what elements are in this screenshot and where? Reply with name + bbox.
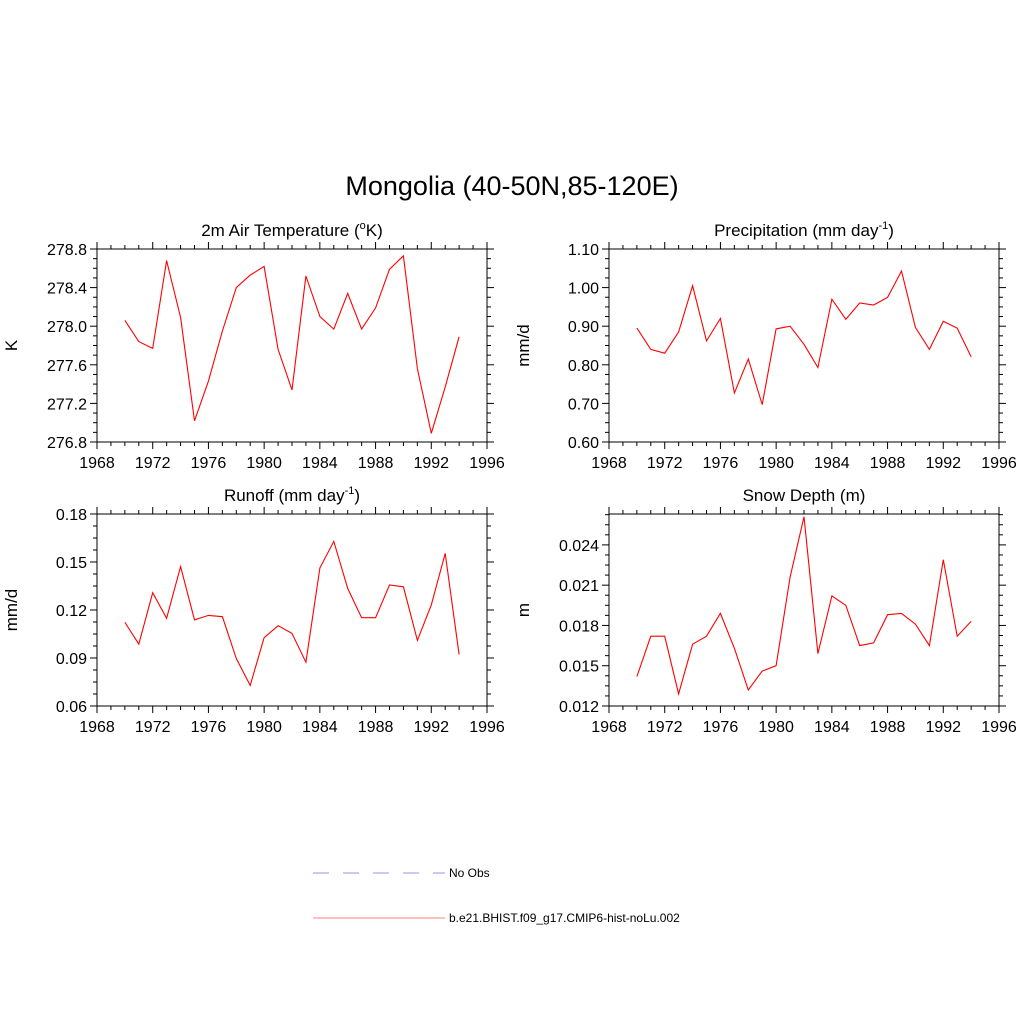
x-tick-label-runoff: 1996 — [469, 719, 505, 736]
y-tick-label-precip: 1.00 — [568, 281, 599, 298]
x-tick-label-precip: 1996 — [981, 455, 1017, 472]
x-tick-label-runoff: 1976 — [191, 719, 227, 736]
y-tick-label-snow: 0.024 — [559, 538, 599, 555]
panel-temp: 2m Air Temperature (oK) 1968 1972 1976 1980 1… — [2, 220, 505, 472]
y-tick-label-temp: 278.8 — [47, 242, 87, 259]
x-tick-label-runoff: 1992 — [413, 719, 449, 736]
y-tick-label-runoff: 0.15 — [56, 555, 87, 572]
y-tick-label-temp: 278.0 — [47, 319, 87, 336]
y-tick-label-snow: 0.018 — [559, 618, 599, 635]
y-tick-label-precip: 0.70 — [568, 396, 599, 413]
y-tick-label-precip: 1.10 — [568, 242, 599, 259]
x-tick-label-runoff: 1968 — [79, 719, 115, 736]
plot-frame-runoff — [96, 513, 488, 707]
y-tick-label-temp: 277.2 — [47, 396, 87, 413]
x-tick-label-snow: 1992 — [925, 719, 961, 736]
x-tick-label-precip: 1976 — [703, 455, 739, 472]
y-tick-label-snow: 0.021 — [559, 578, 599, 595]
y-tick-label-temp: 276.8 — [47, 435, 87, 452]
x-tick-label-snow: 1988 — [870, 719, 906, 736]
y-tick-label-runoff: 0.18 — [56, 507, 87, 524]
y-tick-label-temp: 278.4 — [47, 281, 87, 298]
x-tick-label-temp: 1968 — [79, 455, 115, 472]
x-tick-label-precip: 1980 — [758, 455, 794, 472]
x-tick-label-snow: 1996 — [981, 719, 1017, 736]
y-axis-label-runoff: mm/d — [2, 589, 21, 632]
panel-title-precip: Precipitation (mm day-1) — [714, 220, 894, 240]
y-tick-label-precip: 0.60 — [568, 435, 599, 452]
panel-title-snow: Snow Depth (m) — [743, 486, 866, 505]
series-line-snow — [636, 516, 972, 697]
x-tick-label-temp: 1980 — [246, 455, 282, 472]
series-line-temp — [124, 254, 460, 434]
panel-title-temp: 2m Air Temperature (oK) — [201, 220, 383, 240]
y-tick-label-precip: 0.90 — [568, 319, 599, 336]
x-tick-label-precip: 1988 — [870, 455, 906, 472]
y-tick-label-temp: 277.6 — [47, 358, 87, 375]
panel-title-runoff: Runoff (mm day-1) — [224, 485, 360, 505]
y-axis-label-temp: K — [2, 339, 21, 351]
x-tick-label-precip: 1968 — [591, 455, 627, 472]
x-tick-label-snow: 1980 — [758, 719, 794, 736]
series-line-precip — [636, 269, 972, 405]
x-tick-label-temp: 1988 — [358, 455, 394, 472]
x-tick-label-runoff: 1984 — [302, 719, 338, 736]
x-tick-label-runoff: 1988 — [358, 719, 394, 736]
panel-snow: Snow Depth (m) 1968 1972 1976 1980 1984 1988 19… — [514, 486, 1017, 736]
plot-frame-precip — [608, 248, 1000, 443]
x-tick-label-precip: 1992 — [925, 455, 961, 472]
x-tick-label-snow: 1972 — [647, 719, 683, 736]
x-tick-label-runoff: 1980 — [246, 719, 282, 736]
x-tick-label-temp: 1976 — [191, 455, 227, 472]
y-tick-label-runoff: 0.06 — [56, 699, 87, 716]
x-tick-label-snow: 1976 — [703, 719, 739, 736]
y-tick-label-precip: 0.80 — [568, 358, 599, 375]
legend-label-no-obs: No Obs — [449, 866, 490, 880]
x-tick-label-temp: 1992 — [413, 455, 449, 472]
legend: No Obs b.e21.BHIST.f09_g17.CMIP6-hist-no… — [313, 866, 680, 925]
x-tick-label-temp: 1984 — [302, 455, 338, 472]
x-tick-label-precip: 1972 — [647, 455, 683, 472]
x-tick-label-runoff: 1972 — [135, 719, 171, 736]
y-tick-label-snow: 0.012 — [559, 699, 599, 716]
figure-title: Mongolia (40-50N,85-120E) — [345, 171, 678, 201]
panel-runoff: Runoff (mm day-1) 1968 1972 1976 1980 1984 198… — [2, 485, 505, 736]
plot-frame-temp — [96, 248, 488, 443]
y-tick-label-runoff: 0.09 — [56, 651, 87, 668]
x-tick-label-snow: 1984 — [814, 719, 850, 736]
x-tick-label-temp: 1972 — [135, 455, 171, 472]
legend-label-model: b.e21.BHIST.f09_g17.CMIP6-hist-noLu.002 — [449, 911, 680, 925]
x-tick-label-snow: 1968 — [591, 719, 627, 736]
x-tick-label-precip: 1984 — [814, 455, 850, 472]
y-axis-label-snow: m — [514, 603, 533, 617]
y-tick-label-runoff: 0.12 — [56, 603, 87, 620]
panel-precip: Precipitation (mm day-1) 1968 1972 1976 1980… — [514, 220, 1017, 472]
y-axis-label-precip: mm/d — [514, 324, 533, 367]
x-tick-label-temp: 1996 — [469, 455, 505, 472]
y-tick-label-snow: 0.015 — [559, 659, 599, 676]
series-line-runoff — [124, 539, 460, 687]
plot-frame-snow — [608, 513, 1000, 707]
